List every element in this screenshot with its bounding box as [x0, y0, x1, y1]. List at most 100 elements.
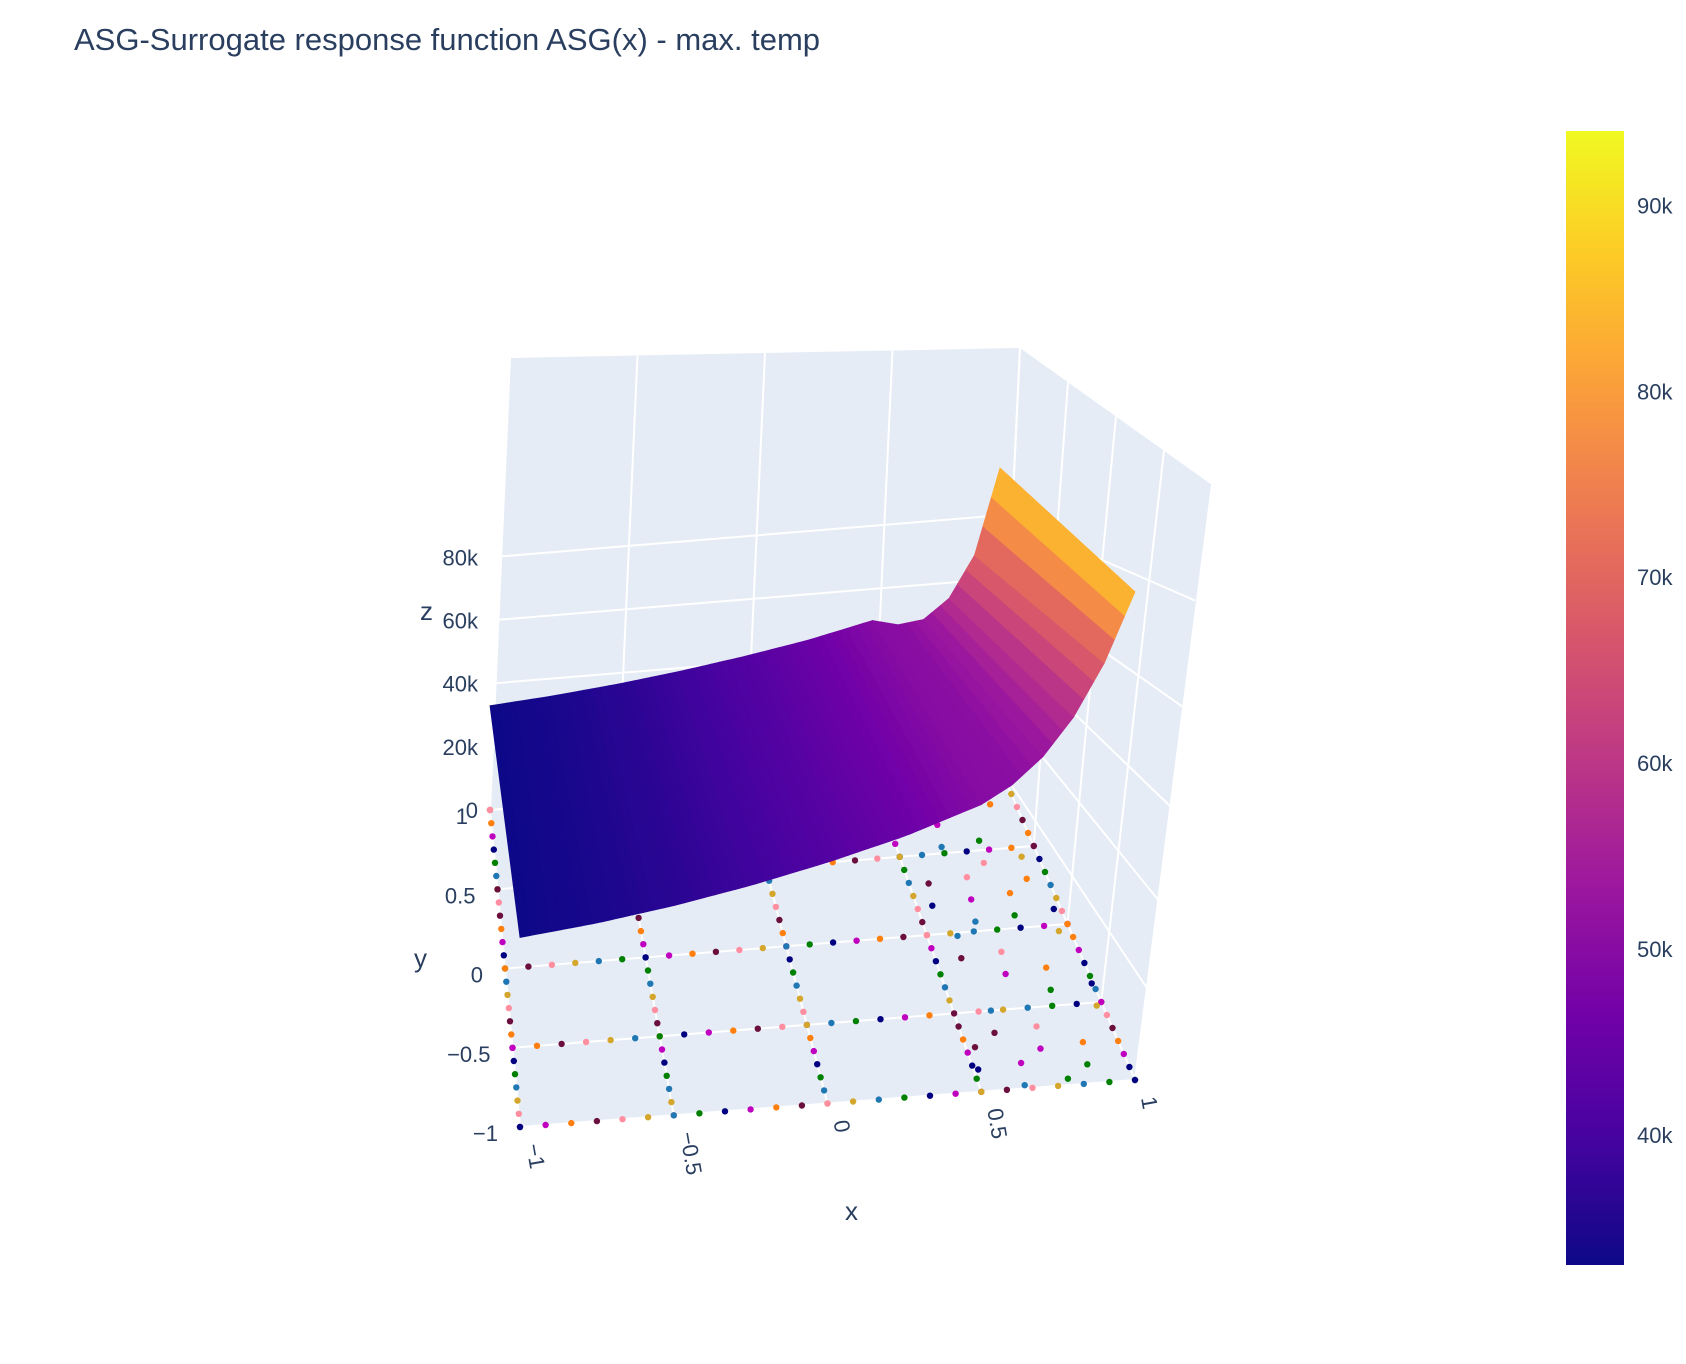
sample-point [849, 1098, 857, 1105]
sample-point [506, 1018, 514, 1025]
sample-point [796, 995, 804, 1002]
sample-point [1053, 894, 1060, 902]
sample-point [971, 1044, 979, 1051]
sample-point [656, 1033, 663, 1040]
x-tick-label: 1 [1136, 1095, 1163, 1111]
sample-point [937, 971, 944, 978]
sample-point [501, 965, 509, 972]
sample-point [800, 1008, 807, 1015]
y-axis-label: y [414, 943, 427, 973]
sample-point [503, 978, 510, 985]
sample-point [986, 801, 994, 808]
sample-point [1073, 1000, 1080, 1008]
sample-point [1079, 1038, 1087, 1046]
sample-point [754, 1025, 761, 1032]
sample-point [973, 1075, 980, 1082]
colorbar-bar [1566, 131, 1624, 1265]
sample-point [929, 902, 936, 909]
sample-point [1011, 912, 1018, 919]
sample-point [1081, 959, 1088, 967]
sample-point [824, 1100, 831, 1107]
sample-point [1084, 1061, 1091, 1068]
sample-point [516, 1123, 524, 1131]
sample-point [1114, 1037, 1122, 1045]
sample-point [736, 946, 743, 954]
sample-point [696, 1110, 703, 1117]
sample-point [500, 952, 507, 959]
sample-point [647, 980, 654, 987]
sample-point [975, 1066, 982, 1073]
sample-point [851, 857, 859, 864]
sample-point [721, 1108, 729, 1115]
colorbar-tick-label: 40k [1637, 1123, 1673, 1148]
sample-point [901, 866, 908, 874]
sample-point [1041, 868, 1049, 876]
x-tick-label: 0 [829, 1118, 856, 1134]
sample-point [1126, 1063, 1133, 1071]
sample-point [640, 941, 647, 948]
sample-point [952, 1090, 959, 1097]
sample-point [964, 1049, 971, 1056]
sample-point [1017, 1059, 1025, 1067]
sample-point [1030, 842, 1038, 850]
sample-point [759, 944, 766, 952]
sample-point [1024, 1004, 1031, 1011]
sample-point [820, 1087, 828, 1094]
sample-point [1037, 1045, 1044, 1052]
sample-point [1054, 1082, 1062, 1090]
sample-point [607, 1036, 614, 1044]
response-surface [489, 467, 1136, 938]
sample-point [985, 846, 993, 853]
sample-point [1024, 829, 1032, 837]
y-tick-label: 0 [471, 963, 483, 988]
y-tick-label: 0.5 [445, 883, 476, 908]
sample-point [582, 1038, 590, 1046]
sample-point [963, 848, 970, 855]
sample-point [773, 1104, 780, 1111]
sample-point [779, 1023, 786, 1030]
colorbar-tick-label: 50k [1637, 937, 1673, 962]
sample-point [941, 984, 949, 991]
sample-point [852, 1017, 860, 1025]
sample-point [969, 1062, 976, 1069]
sample-point [525, 963, 532, 970]
sample-point [1086, 972, 1094, 980]
sample-point [649, 993, 656, 1000]
sample-point [495, 899, 502, 906]
sample-point [918, 851, 926, 859]
y-tick-label: −0.5 [447, 1042, 490, 1067]
sample-point [499, 938, 506, 946]
sample-point [789, 969, 797, 976]
sample-point [665, 1085, 673, 1093]
sample-point [914, 905, 921, 913]
colorbar: 40k 50k 60k 70k 80k 90k [1566, 131, 1673, 1265]
sample-point [511, 1071, 519, 1078]
sample-point [730, 1027, 737, 1034]
sample-point [572, 959, 579, 967]
colorbar-tick-label: 70k [1637, 565, 1673, 590]
sample-point [1018, 853, 1025, 860]
sample-point [828, 1019, 835, 1027]
sample-point [905, 879, 912, 887]
sample-point [533, 1042, 541, 1050]
sample-point [1120, 1050, 1128, 1058]
sample-point [635, 914, 642, 922]
sample-point [923, 931, 931, 939]
sample-point [509, 1044, 516, 1052]
sample-point [829, 939, 837, 946]
x-tick-label: −0.5 [675, 1130, 707, 1177]
sample-point [783, 943, 790, 950]
sample-point [665, 952, 673, 959]
sample-point [970, 928, 977, 935]
sample-point [1069, 933, 1077, 941]
sample-point [772, 903, 780, 911]
sample-point [542, 1121, 549, 1129]
sample-point [558, 1040, 565, 1048]
sample-point [705, 1029, 712, 1036]
sample-point [670, 1112, 677, 1119]
sample-point [946, 997, 953, 1004]
sample-point [975, 837, 983, 844]
wall-gridline [1100, 450, 1165, 1003]
sample-point [1092, 985, 1099, 993]
